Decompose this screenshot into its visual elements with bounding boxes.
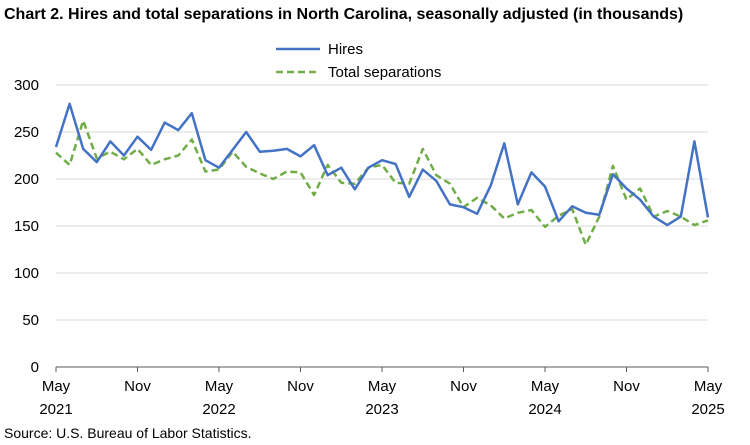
x-tick-label: Nov [450, 378, 477, 395]
x-tick-year-label: 2021 [39, 401, 72, 418]
axes: 0 50 100 150 200 250 300 May 2021 Nov May 2022 Nov Ma… [14, 77, 725, 418]
legend-label-total-separations: Total separations [328, 64, 441, 81]
x-tick-year-label: 2025 [691, 401, 724, 418]
y-tick-label: 200 [14, 171, 39, 188]
x-tick-label: May [531, 378, 560, 395]
x-tick-label: Nov [287, 378, 314, 395]
y-tick-label: 100 [14, 265, 39, 282]
series-line-hires [54, 102, 710, 227]
y-tick-label: 250 [14, 124, 39, 141]
legend-label-hires: Hires [328, 41, 363, 58]
x-tick-label: May [368, 378, 397, 395]
x-tick-year-label: 2022 [202, 401, 235, 418]
series-line-total-separations [55, 119, 709, 247]
y-tick-label: 0 [31, 359, 39, 376]
x-tick-label: Nov [613, 378, 640, 395]
chart-title: Chart 2. Hires and total separations in … [4, 6, 684, 23]
x-tick-label: May [694, 378, 723, 395]
y-tick-label: 300 [14, 77, 39, 94]
y-tick-label: 150 [14, 218, 39, 235]
x-tick-year-label: 2024 [528, 401, 561, 418]
gridlines [56, 84, 708, 321]
x-tick-year-label: 2023 [365, 401, 398, 418]
x-tick-label: Nov [124, 378, 151, 395]
x-tick-label: May [42, 378, 71, 395]
legend: Hires Total separations [276, 41, 441, 81]
series-lines [54, 102, 710, 247]
source-note: Source: U.S. Bureau of Labor Statistics. [4, 425, 252, 441]
y-tick-label: 50 [22, 312, 39, 329]
x-tick-label: May [205, 378, 234, 395]
